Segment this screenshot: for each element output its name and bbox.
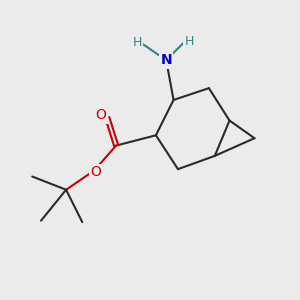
Text: H: H: [184, 34, 194, 48]
Text: O: O: [90, 165, 101, 179]
Text: N: N: [160, 53, 172, 67]
Text: O: O: [95, 108, 106, 122]
Text: H: H: [133, 36, 142, 49]
